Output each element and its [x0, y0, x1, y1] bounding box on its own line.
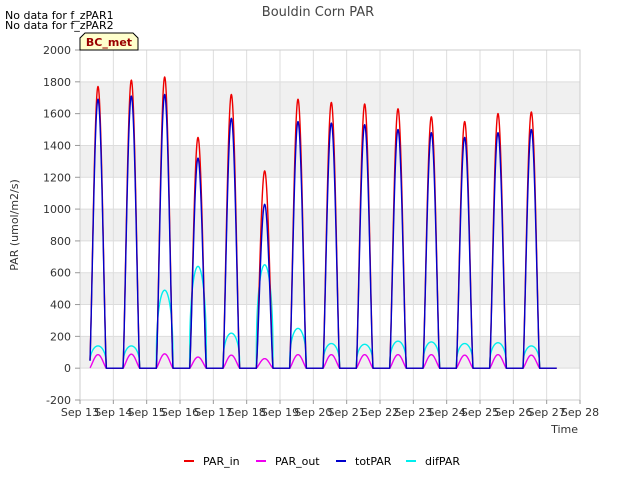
y-tick-label: -200 [46, 394, 71, 407]
y-tick-label: 1000 [43, 203, 71, 216]
grid-band [80, 145, 580, 178]
y-tick-label: 1600 [43, 108, 71, 121]
x-tick-label: Sep 18 [228, 406, 266, 419]
grid-band [80, 209, 580, 241]
y-tick-label: 600 [50, 267, 71, 280]
y-tick-label: 400 [50, 299, 71, 312]
x-tick-label: Sep 26 [494, 406, 532, 419]
series-line-totpar [89, 93, 557, 369]
x-tick-label: Sep 15 [128, 406, 166, 419]
legend: PAR_in PAR_out totPAR difPAR [184, 455, 460, 468]
site-badge: BC_met [79, 32, 139, 51]
y-tick-label: 1800 [43, 76, 71, 89]
x-axis-label: Time [550, 423, 578, 436]
x-tick-label: Sep 24 [428, 406, 466, 419]
site-badge-label: BC_met [86, 36, 132, 49]
x-tick-label: Sep 22 [361, 406, 399, 419]
legend-entry: totPAR [355, 455, 392, 468]
no-data-note-2: No data for f_zPAR2 [5, 19, 114, 32]
x-tick-label: Sep 25 [461, 406, 499, 419]
x-tick-label: Sep 16 [161, 406, 199, 419]
grid-band [80, 272, 580, 305]
x-tick-label: Sep 19 [261, 406, 299, 419]
x-tick-label: Sep 20 [294, 406, 332, 419]
legend-entry: difPAR [425, 455, 460, 468]
grid-band [80, 336, 580, 369]
x-tick-label: Sep 23 [394, 406, 432, 419]
x-tick-label: Sep 14 [94, 406, 132, 419]
y-tick-label: 200 [50, 330, 71, 343]
y-tick-label: 0 [64, 362, 71, 375]
legend-entry: PAR_in [203, 455, 240, 468]
y-tick-label: 1400 [43, 139, 71, 152]
legend-entry: PAR_out [275, 455, 320, 468]
y-tick-label: 800 [50, 235, 71, 248]
x-tick-label: Sep 21 [328, 406, 366, 419]
x-tick-label: Sep 17 [194, 406, 232, 419]
x-tick-label: Sep 28 [561, 406, 599, 419]
x-tick-label: Sep 27 [528, 406, 566, 419]
no-data-note-1: No data for f_zPAR1 [5, 9, 114, 22]
y-axis-label: PAR (umol/m2/s) [8, 179, 21, 271]
y-tick-label: 1200 [43, 171, 71, 184]
chart-title: Bouldin Corn PAR [262, 5, 374, 20]
x-tick-label: Sep 13 [61, 406, 99, 419]
y-tick-label: 2000 [43, 44, 71, 57]
